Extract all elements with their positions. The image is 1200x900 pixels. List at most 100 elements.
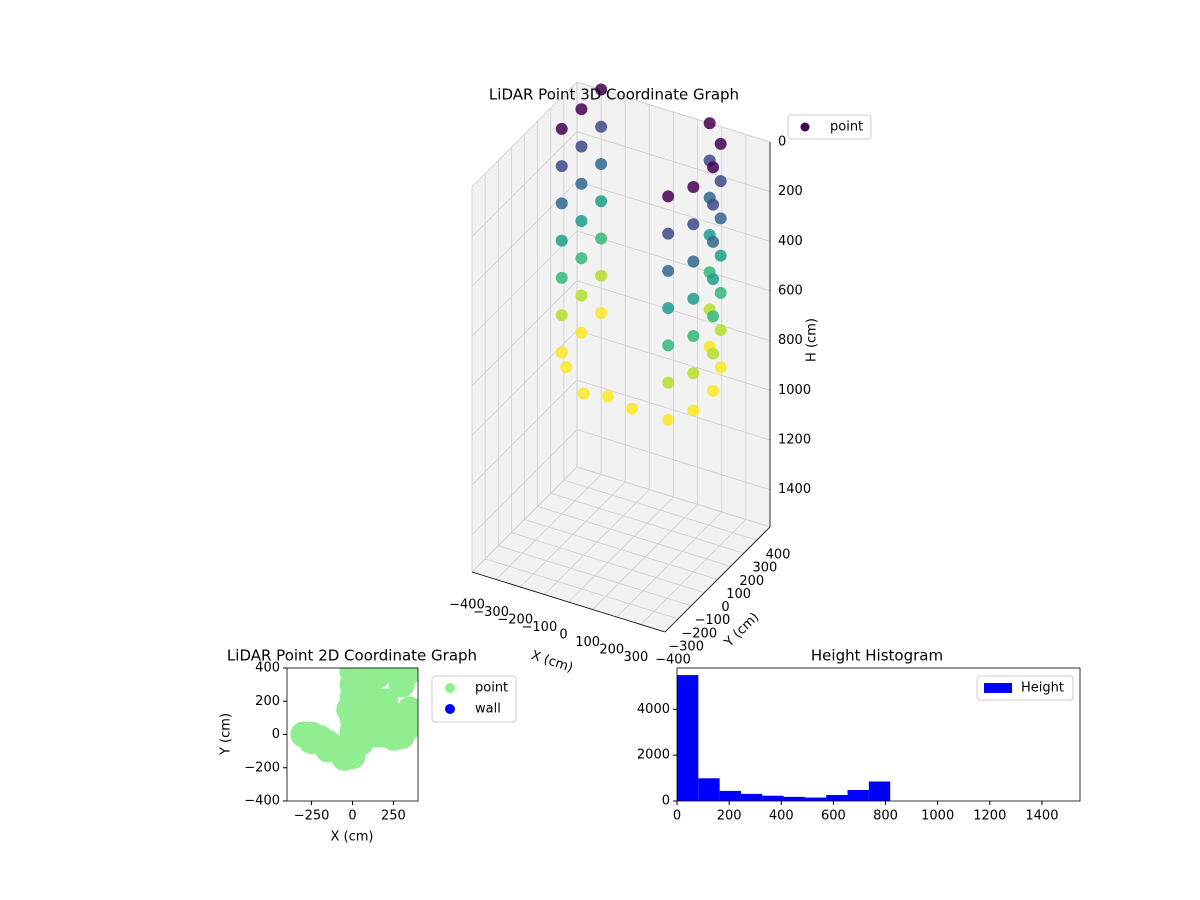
point [707, 198, 720, 211]
y-tick-label: 400 [766, 548, 791, 563]
point [707, 347, 720, 360]
x-tick-label: 1400 [1025, 809, 1058, 824]
grid-line [471, 230, 578, 337]
grid-line [471, 280, 578, 386]
x-tick-label: 1000 [921, 809, 954, 824]
z-tick-label: 800 [778, 333, 803, 348]
point [662, 227, 675, 240]
z-tick-label: 0 [778, 135, 786, 150]
point [595, 120, 608, 133]
point [687, 255, 700, 268]
x-tick-label: 600 [821, 809, 846, 824]
point [575, 289, 588, 302]
point [555, 309, 568, 322]
point [595, 195, 608, 208]
point [662, 376, 675, 389]
point [714, 212, 727, 225]
point [577, 387, 590, 400]
x-tick-label: 1200 [973, 809, 1006, 824]
grid-line [550, 492, 744, 554]
point [555, 271, 568, 284]
point [555, 160, 568, 173]
x-tick-label: 300 [623, 650, 648, 665]
point [626, 402, 638, 415]
x-tick-label: 0 [559, 628, 567, 643]
x-tick-label: −100 [522, 620, 558, 635]
point [714, 175, 727, 188]
grid-line [471, 429, 578, 536]
x-tick-label: −400 [449, 598, 485, 613]
y-tick-label: 400 [255, 661, 280, 676]
x-tick-label: 800 [873, 809, 898, 824]
grid-line [576, 230, 771, 292]
point [555, 122, 568, 135]
z-tick-label: 1000 [778, 383, 811, 398]
grid-line [537, 505, 731, 567]
y-tick-label: −200 [244, 760, 280, 775]
bar [847, 789, 869, 801]
bar [868, 781, 891, 801]
point [575, 140, 588, 153]
point [575, 103, 588, 116]
point [714, 286, 727, 299]
bar [719, 790, 741, 801]
point [707, 235, 720, 248]
z-axis-label: H (cm) [805, 318, 820, 362]
point [595, 269, 608, 282]
grid-line [576, 379, 771, 441]
point [714, 324, 727, 337]
bar [740, 793, 763, 801]
legend-marker [445, 704, 455, 714]
bar [804, 797, 827, 801]
point [575, 252, 588, 265]
y-tick-label: 2000 [637, 748, 670, 763]
x-tick-label: −200 [497, 613, 533, 628]
point [575, 326, 588, 339]
point [560, 361, 573, 374]
axis-line [471, 571, 666, 633]
legend-label: point [475, 681, 508, 696]
grid-line [563, 479, 757, 541]
point [575, 177, 588, 190]
grid-line [576, 466, 771, 528]
legend-label: Height [1021, 681, 1064, 696]
grid-line [576, 429, 771, 491]
legend-label: point [830, 120, 863, 135]
x-tick-label: 100 [575, 635, 600, 650]
legend-box [787, 114, 872, 140]
point [687, 181, 700, 193]
y-tick-label: 4000 [637, 702, 670, 717]
grid-line [576, 330, 771, 391]
x-tick-label: 250 [381, 809, 406, 824]
point [555, 346, 568, 359]
y-axis-label: Y (cm) [219, 713, 234, 756]
legend-box [976, 675, 1074, 701]
grid-line [471, 81, 578, 188]
grid-line [498, 545, 692, 607]
z-tick-label: 1400 [778, 482, 811, 497]
grid-line [485, 558, 679, 620]
x-tick-label: 200 [717, 809, 742, 824]
bar [677, 675, 699, 801]
y-tick-label: 100 [726, 587, 751, 602]
point [595, 232, 608, 245]
x-tick-label: 400 [769, 809, 794, 824]
point [575, 214, 588, 227]
point [707, 273, 720, 286]
bar [783, 796, 805, 801]
x-tick-label: 200 [599, 643, 624, 658]
z-tick-label: 600 [778, 284, 803, 299]
point [595, 307, 608, 320]
grid-line [576, 81, 771, 143]
x-axis-label: X (cm) [529, 648, 575, 676]
chart-title: Height Histogram [811, 647, 943, 665]
plot-area [290, 668, 418, 771]
point [595, 158, 608, 171]
y-tick-label: 300 [752, 561, 777, 576]
x-tick-label: 0 [673, 809, 681, 824]
grid-line [471, 131, 578, 237]
x-tick-label: −300 [473, 605, 509, 620]
point [703, 117, 716, 130]
